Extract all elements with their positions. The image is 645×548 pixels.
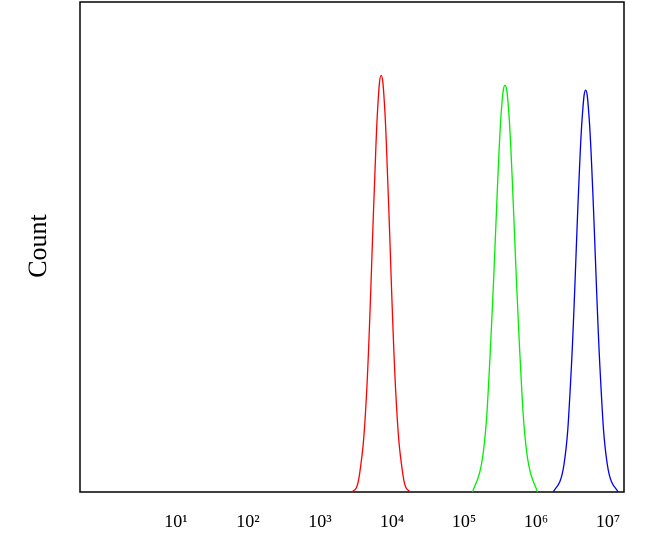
x-tick-label: 10⁷ [596,511,620,531]
histogram-curve [351,74,411,493]
x-tick-label: 10⁵ [452,511,476,531]
y-axis-label: Count [23,213,52,277]
histogram-curve [552,89,619,493]
x-tick-label: 10³ [308,511,332,531]
x-tick-label: 10⁴ [380,511,404,531]
histogram-curve [471,84,539,493]
x-tick-label: 10⁶ [524,511,548,531]
plot-frame [79,1,625,493]
x-tick-label: 10¹ [164,511,187,531]
x-tick-label: 10² [236,511,259,531]
